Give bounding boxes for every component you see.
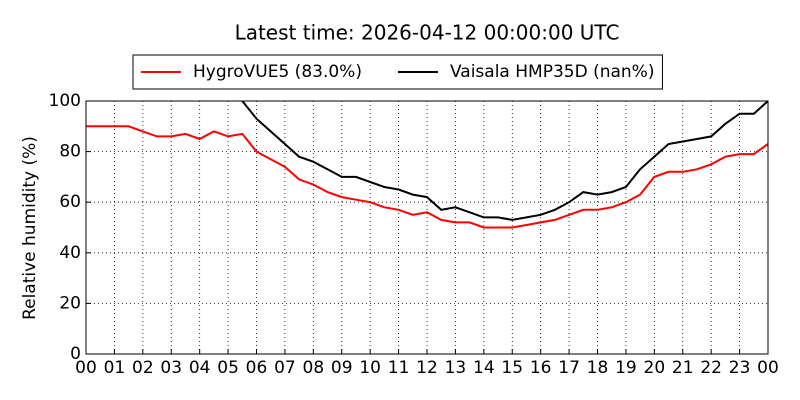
x-tick-label: 02 bbox=[132, 358, 154, 378]
legend-label: Vaisala HMP35D (nan%) bbox=[450, 62, 654, 82]
legend: HygroVUE5 (83.0%) Vaisala HMP35D (nan%) bbox=[132, 54, 663, 90]
x-tick-label: 00 bbox=[757, 358, 779, 378]
x-tick-label: 09 bbox=[331, 358, 353, 378]
x-tick-label: 05 bbox=[217, 358, 239, 378]
y-tick-label: 0 bbox=[70, 344, 81, 364]
x-tick-label: 08 bbox=[303, 358, 325, 378]
series-line bbox=[86, 125, 768, 229]
x-tick-label: 13 bbox=[445, 358, 467, 378]
x-tick-label: 18 bbox=[587, 358, 609, 378]
y-tick-label: 40 bbox=[59, 243, 81, 263]
x-tick-label: 06 bbox=[246, 358, 268, 378]
y-axis-label: Relative humidity (%) bbox=[20, 136, 40, 320]
x-tick-label: 07 bbox=[274, 358, 296, 378]
x-tick-label: 17 bbox=[558, 358, 580, 378]
x-tick-label: 23 bbox=[729, 358, 751, 378]
chart-title: Latest time: 2026-04-12 00:00:00 UTC bbox=[235, 21, 620, 45]
x-tick-label: 15 bbox=[501, 358, 523, 378]
x-tick-label: 11 bbox=[388, 358, 410, 378]
plot-area bbox=[85, 100, 769, 355]
x-tick-label: 04 bbox=[189, 358, 211, 378]
x-tick-label: 10 bbox=[359, 358, 381, 378]
x-tick-label: 03 bbox=[160, 358, 182, 378]
x-tick-label: 21 bbox=[672, 358, 694, 378]
x-tick-label: 00 bbox=[75, 358, 97, 378]
x-tick-label: 19 bbox=[615, 358, 637, 378]
x-tick-label: 22 bbox=[700, 358, 722, 378]
y-tick-label: 60 bbox=[59, 192, 81, 212]
y-tick-label: 20 bbox=[59, 293, 81, 313]
legend-label: HygroVUE5 (83.0%) bbox=[193, 62, 362, 82]
x-tick-label: 12 bbox=[416, 358, 438, 378]
series-line bbox=[241, 101, 768, 221]
x-tick-label: 01 bbox=[104, 358, 126, 378]
x-tick-label: 16 bbox=[530, 358, 552, 378]
legend-box bbox=[132, 54, 663, 90]
plot-frame bbox=[85, 100, 769, 355]
x-tick-label: 14 bbox=[473, 358, 495, 378]
y-tick-label: 80 bbox=[59, 142, 81, 162]
x-tick-label: 20 bbox=[644, 358, 666, 378]
y-tick-label: 100 bbox=[49, 91, 81, 111]
